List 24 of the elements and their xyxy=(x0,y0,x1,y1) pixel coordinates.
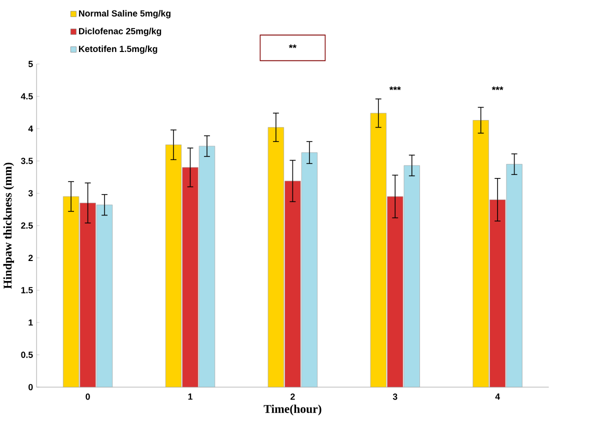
y-tick-label: 1 xyxy=(28,319,33,326)
x-tick-label: 1 xyxy=(188,393,192,400)
x-tick-label: 2 xyxy=(290,393,295,400)
y-tick-label: 0.5 xyxy=(21,352,33,358)
y-tick-label: 0 xyxy=(28,384,33,390)
x-tick-label: 3 xyxy=(392,393,398,400)
text: ** xyxy=(288,44,297,48)
y-tick-label: 4.5 xyxy=(20,93,33,100)
y-tick-label: 2.5 xyxy=(21,222,33,229)
y-tick-label: 1.5 xyxy=(21,286,33,294)
x-tick-label: 0 xyxy=(86,393,90,400)
y-tick-label: 3 xyxy=(28,190,33,196)
y-tick-label: 3.5 xyxy=(20,158,33,164)
y-tick-label: 5 xyxy=(28,60,33,68)
annotation: *** xyxy=(389,86,401,90)
legend-label: Ketotifen 1.5mg/kg xyxy=(79,45,158,54)
y-tick-label: 4 xyxy=(28,125,34,132)
y-axis-title: Hindpaw thickness (mm) xyxy=(3,162,14,289)
legend-label: Diclofenac 25mg/kg xyxy=(79,28,162,36)
x-tick-label: 4 xyxy=(495,393,500,400)
x-axis-title: Time(hour) xyxy=(264,404,322,416)
legend-label: Normal Saline 5mg/kg xyxy=(79,10,170,18)
annotation: *** xyxy=(492,86,504,90)
y-tick-label: 2 xyxy=(28,254,33,261)
